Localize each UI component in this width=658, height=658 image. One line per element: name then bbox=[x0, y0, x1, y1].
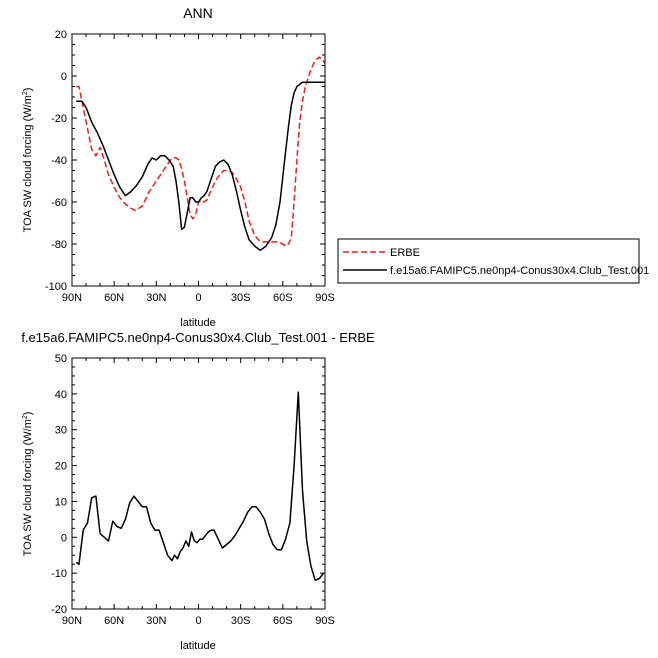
bottom-y-tick-label: 50 bbox=[55, 353, 67, 365]
bottom-ticks: 90N 60N 30N 0 30S 60S 90S 50 40 30 20 10 0 -10 -20 bbox=[51, 353, 335, 627]
bottom-plot-area bbox=[75, 391, 325, 582]
top-series-line-0 bbox=[76, 56, 326, 247]
top-y-label-close: ) bbox=[22, 88, 34, 92]
top-y-tick-label: 20 bbox=[55, 29, 67, 41]
top-x-tick-label: 30N bbox=[146, 292, 166, 304]
top-panel: ANN 90N 60N 30N 0 30S 60S 90S 20 0 -20 -40 -60 -80 -1… bbox=[22, 5, 335, 329]
bottom-x-tick-label: 30S bbox=[231, 615, 251, 627]
top-x-tick-label: 30S bbox=[231, 292, 251, 304]
bottom-x-tick-label: 90N bbox=[62, 615, 82, 627]
bottom-y-label-close: ) bbox=[22, 412, 34, 416]
bottom-x-tick-label: 60N bbox=[104, 615, 124, 627]
bottom-x-tick-label: 90S bbox=[315, 615, 335, 627]
top-plot-area bbox=[76, 56, 326, 252]
top-ticks: 90N 60N 30N 0 30S 60S 90S 20 0 -20 -40 -60 -80 -100 bbox=[45, 29, 335, 304]
bottom-y-tick-label: 0 bbox=[61, 532, 67, 544]
bottom-y-label-superscript: 2 bbox=[22, 415, 29, 419]
top-x-tick-label: 60S bbox=[273, 292, 293, 304]
top-y-tick-label: -60 bbox=[51, 197, 67, 209]
top-x-axis-label: latitude bbox=[180, 317, 215, 329]
bottom-y-axis-label: TOA SW cloud forcing (W/m2) bbox=[22, 412, 34, 557]
top-plot-frame bbox=[71, 33, 326, 287]
top-x-tick-label: 90S bbox=[315, 292, 335, 304]
top-y-tick-label: -80 bbox=[51, 239, 67, 251]
bottom-x-axis-label: latitude bbox=[180, 640, 215, 652]
bottom-chart-title: f.e15a6.FAMIPC5.ne0np4-Conus30x4.Club_Te… bbox=[21, 330, 375, 345]
legend-label-model: f.e15a6.FAMIPC5.ne0np4-Conus30x4.Club_Te… bbox=[390, 265, 649, 277]
top-y-tick-label: -40 bbox=[51, 155, 67, 167]
bottom-y-tick-label: 30 bbox=[55, 425, 67, 437]
top-x-tick-label: 90N bbox=[62, 292, 82, 304]
bottom-x-tick-label: 0 bbox=[195, 615, 201, 627]
legend-label-erbe: ERBE bbox=[390, 247, 420, 259]
bottom-y-label-main: TOA SW cloud forcing (W/m bbox=[22, 419, 34, 556]
bottom-y-tick-label: 40 bbox=[55, 389, 67, 401]
top-y-axis-label: TOA SW cloud forcing (W/m2) bbox=[22, 88, 34, 233]
top-y-tick-label: -100 bbox=[45, 281, 67, 293]
bottom-y-tick-label: -20 bbox=[51, 604, 67, 616]
top-y-tick-label: -20 bbox=[51, 113, 67, 125]
bottom-y-tick-label: 20 bbox=[55, 461, 67, 473]
bottom-y-tick-label: -10 bbox=[51, 568, 67, 580]
bottom-x-tick-label: 30N bbox=[146, 615, 166, 627]
top-x-tick-label: 0 bbox=[195, 292, 201, 304]
top-y-tick-label: 0 bbox=[61, 71, 67, 83]
top-chart-title: ANN bbox=[183, 5, 213, 21]
bottom-series-line-0 bbox=[75, 391, 325, 582]
top-series-line-1 bbox=[76, 81, 325, 252]
bottom-plot-frame bbox=[71, 357, 326, 610]
legend: ERBE f.e15a6.FAMIPC5.ne0np4-Conus30x4.Cl… bbox=[337, 238, 649, 284]
bottom-panel: f.e15a6.FAMIPC5.ne0np4-Conus30x4.Club_Te… bbox=[21, 330, 375, 652]
top-y-label-superscript: 2 bbox=[22, 91, 29, 95]
bottom-x-tick-label: 60S bbox=[273, 615, 293, 627]
bottom-y-tick-label: 10 bbox=[55, 496, 67, 508]
legend-frame bbox=[337, 238, 640, 284]
top-x-tick-label: 60N bbox=[104, 292, 124, 304]
top-y-label-main: TOA SW cloud forcing (W/m bbox=[22, 95, 34, 232]
